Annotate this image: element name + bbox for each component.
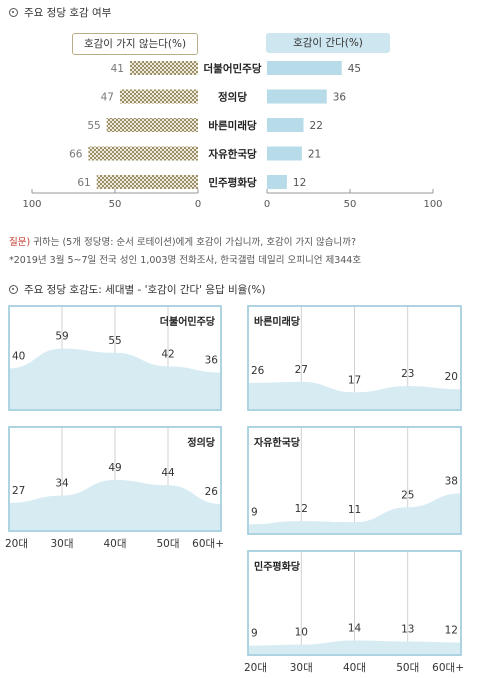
right-tick-label: 100 [423, 199, 442, 210]
category-label: 민주평화당 [208, 176, 257, 189]
bar-negative [119, 89, 198, 104]
x-tick-label: 50대 [396, 662, 419, 674]
data-label: 59 [55, 331, 68, 343]
left-tick-label: 0 [195, 199, 201, 210]
data-label: 10 [295, 627, 308, 639]
data-label: 36 [205, 355, 219, 367]
data-label: 13 [401, 623, 414, 635]
data-label: 27 [12, 485, 25, 497]
bar-negative-label: 55 [87, 120, 100, 132]
bar-negative [106, 118, 198, 132]
area-series [248, 493, 461, 534]
question-note: 질문) 귀하는 (5개 정당명: 순서 로테이션)에게 호감이 가십니까, 호감… [9, 234, 356, 248]
data-label: 25 [401, 489, 414, 501]
bar-positive-label: 36 [333, 92, 347, 104]
area-series [248, 640, 461, 655]
panel-title: 정의당 [187, 436, 215, 449]
left-tick-label: 100 [22, 199, 41, 210]
bar-negative [88, 146, 198, 161]
bar-positive-label: 21 [308, 149, 321, 161]
bar-negative-label: 61 [77, 177, 90, 189]
x-tick-label: 30대 [50, 538, 73, 550]
bar-positive-label: 22 [310, 120, 323, 132]
x-tick-label: 40대 [343, 662, 366, 674]
category-label: 더불어민주당 [204, 62, 262, 75]
bar-negative [96, 175, 198, 189]
panel-title: 민주평화당 [254, 560, 301, 573]
source-note: *2019년 3월 5~7일 전국 성인 1,003명 전화조사, 한국갤럽 데… [9, 255, 362, 266]
data-label: 12 [445, 625, 458, 637]
data-label: 23 [401, 368, 414, 380]
diverging-bar-chart: 41 45 더불어민주당 47 36 정의당 55 22 바른미래당 66 21 자유한국당 61 12 민… [22, 61, 443, 210]
x-tick-label: 60대+ [432, 662, 464, 674]
section2-title-text: 주요 정당 호감도: 세대별 - '호감이 간다' 응답 비율(%) [24, 284, 266, 296]
data-label: 40 [12, 350, 25, 362]
data-label: 9 [251, 628, 258, 640]
legend-negative: 호감이 가지 않는다(%) [72, 33, 198, 55]
area-panel: 27 34 49 44 26 정의당 [8, 426, 222, 532]
x-tick-label: 30대 [290, 662, 313, 674]
data-label: 42 [161, 348, 174, 360]
bar-negative-label: 41 [111, 63, 124, 75]
data-label: 12 [295, 503, 308, 515]
bar-positive [267, 118, 304, 132]
x-tick-label: 50대 [156, 538, 179, 550]
area-series [9, 348, 221, 410]
section1-title: 주요 정당 호감 여부 [9, 5, 111, 20]
data-label: 26 [251, 365, 265, 377]
bar-negative [129, 61, 198, 75]
x-tick-label: 20대 [5, 538, 28, 550]
bar-positive [267, 61, 342, 75]
bar-positive [267, 175, 287, 189]
question-label: 질문) [9, 237, 31, 248]
data-label: 55 [108, 335, 121, 347]
area-panel: 40 59 55 42 36 더불어민주당 [8, 305, 222, 411]
right-tick-label: 50 [344, 199, 357, 210]
bullet-icon [9, 285, 18, 294]
section2-title: 주요 정당 호감도: 세대별 - '호감이 간다' 응답 비율(%) [9, 282, 266, 297]
panel-title: 더불어민주당 [160, 315, 216, 328]
section1-title-text: 주요 정당 호감 여부 [24, 7, 112, 19]
bar-positive-label: 45 [348, 63, 361, 75]
right-tick-label: 0 [264, 199, 270, 210]
left-tick-label: 50 [109, 199, 122, 210]
legend-positive: 호감이 간다(%) [266, 33, 390, 53]
panel-title: 바른미래당 [254, 315, 301, 328]
area-panel: 9 10 14 13 12 민주평화당 [247, 550, 462, 656]
area-panel: 26 27 17 23 20 바른미래당 [247, 305, 462, 411]
area-series [9, 480, 221, 531]
data-label: 27 [295, 364, 308, 376]
data-label: 38 [445, 475, 458, 487]
data-label: 34 [55, 478, 69, 490]
bar-positive [267, 146, 302, 161]
area-series [248, 381, 461, 410]
data-label: 49 [108, 462, 121, 474]
x-tick-label: 40대 [103, 538, 126, 550]
data-label: 11 [348, 504, 361, 516]
x-tick-label: 60대+ [192, 538, 224, 550]
question-text: 귀하는 (5개 정당명: 순서 로테이션)에게 호감이 가십니까, 호감이 가지… [33, 237, 357, 248]
x-tick-label: 20대 [244, 662, 267, 674]
data-label: 20 [445, 371, 458, 383]
category-label: 정의당 [218, 91, 247, 104]
bar-negative-label: 66 [69, 149, 83, 161]
bar-positive-label: 12 [293, 177, 306, 189]
data-label: 26 [205, 486, 219, 498]
category-label: 바른미래당 [208, 119, 257, 132]
category-label: 자유한국당 [208, 148, 257, 161]
bullet-icon [9, 8, 18, 17]
area-panel: 9 12 11 25 38 자유한국당 [247, 426, 462, 535]
bar-positive [267, 89, 327, 104]
data-label: 9 [251, 506, 258, 518]
panel-title: 자유한국당 [254, 436, 301, 449]
data-label: 44 [161, 467, 175, 479]
data-label: 14 [348, 622, 362, 634]
bar-negative-label: 47 [101, 92, 114, 104]
data-label: 17 [348, 374, 361, 386]
